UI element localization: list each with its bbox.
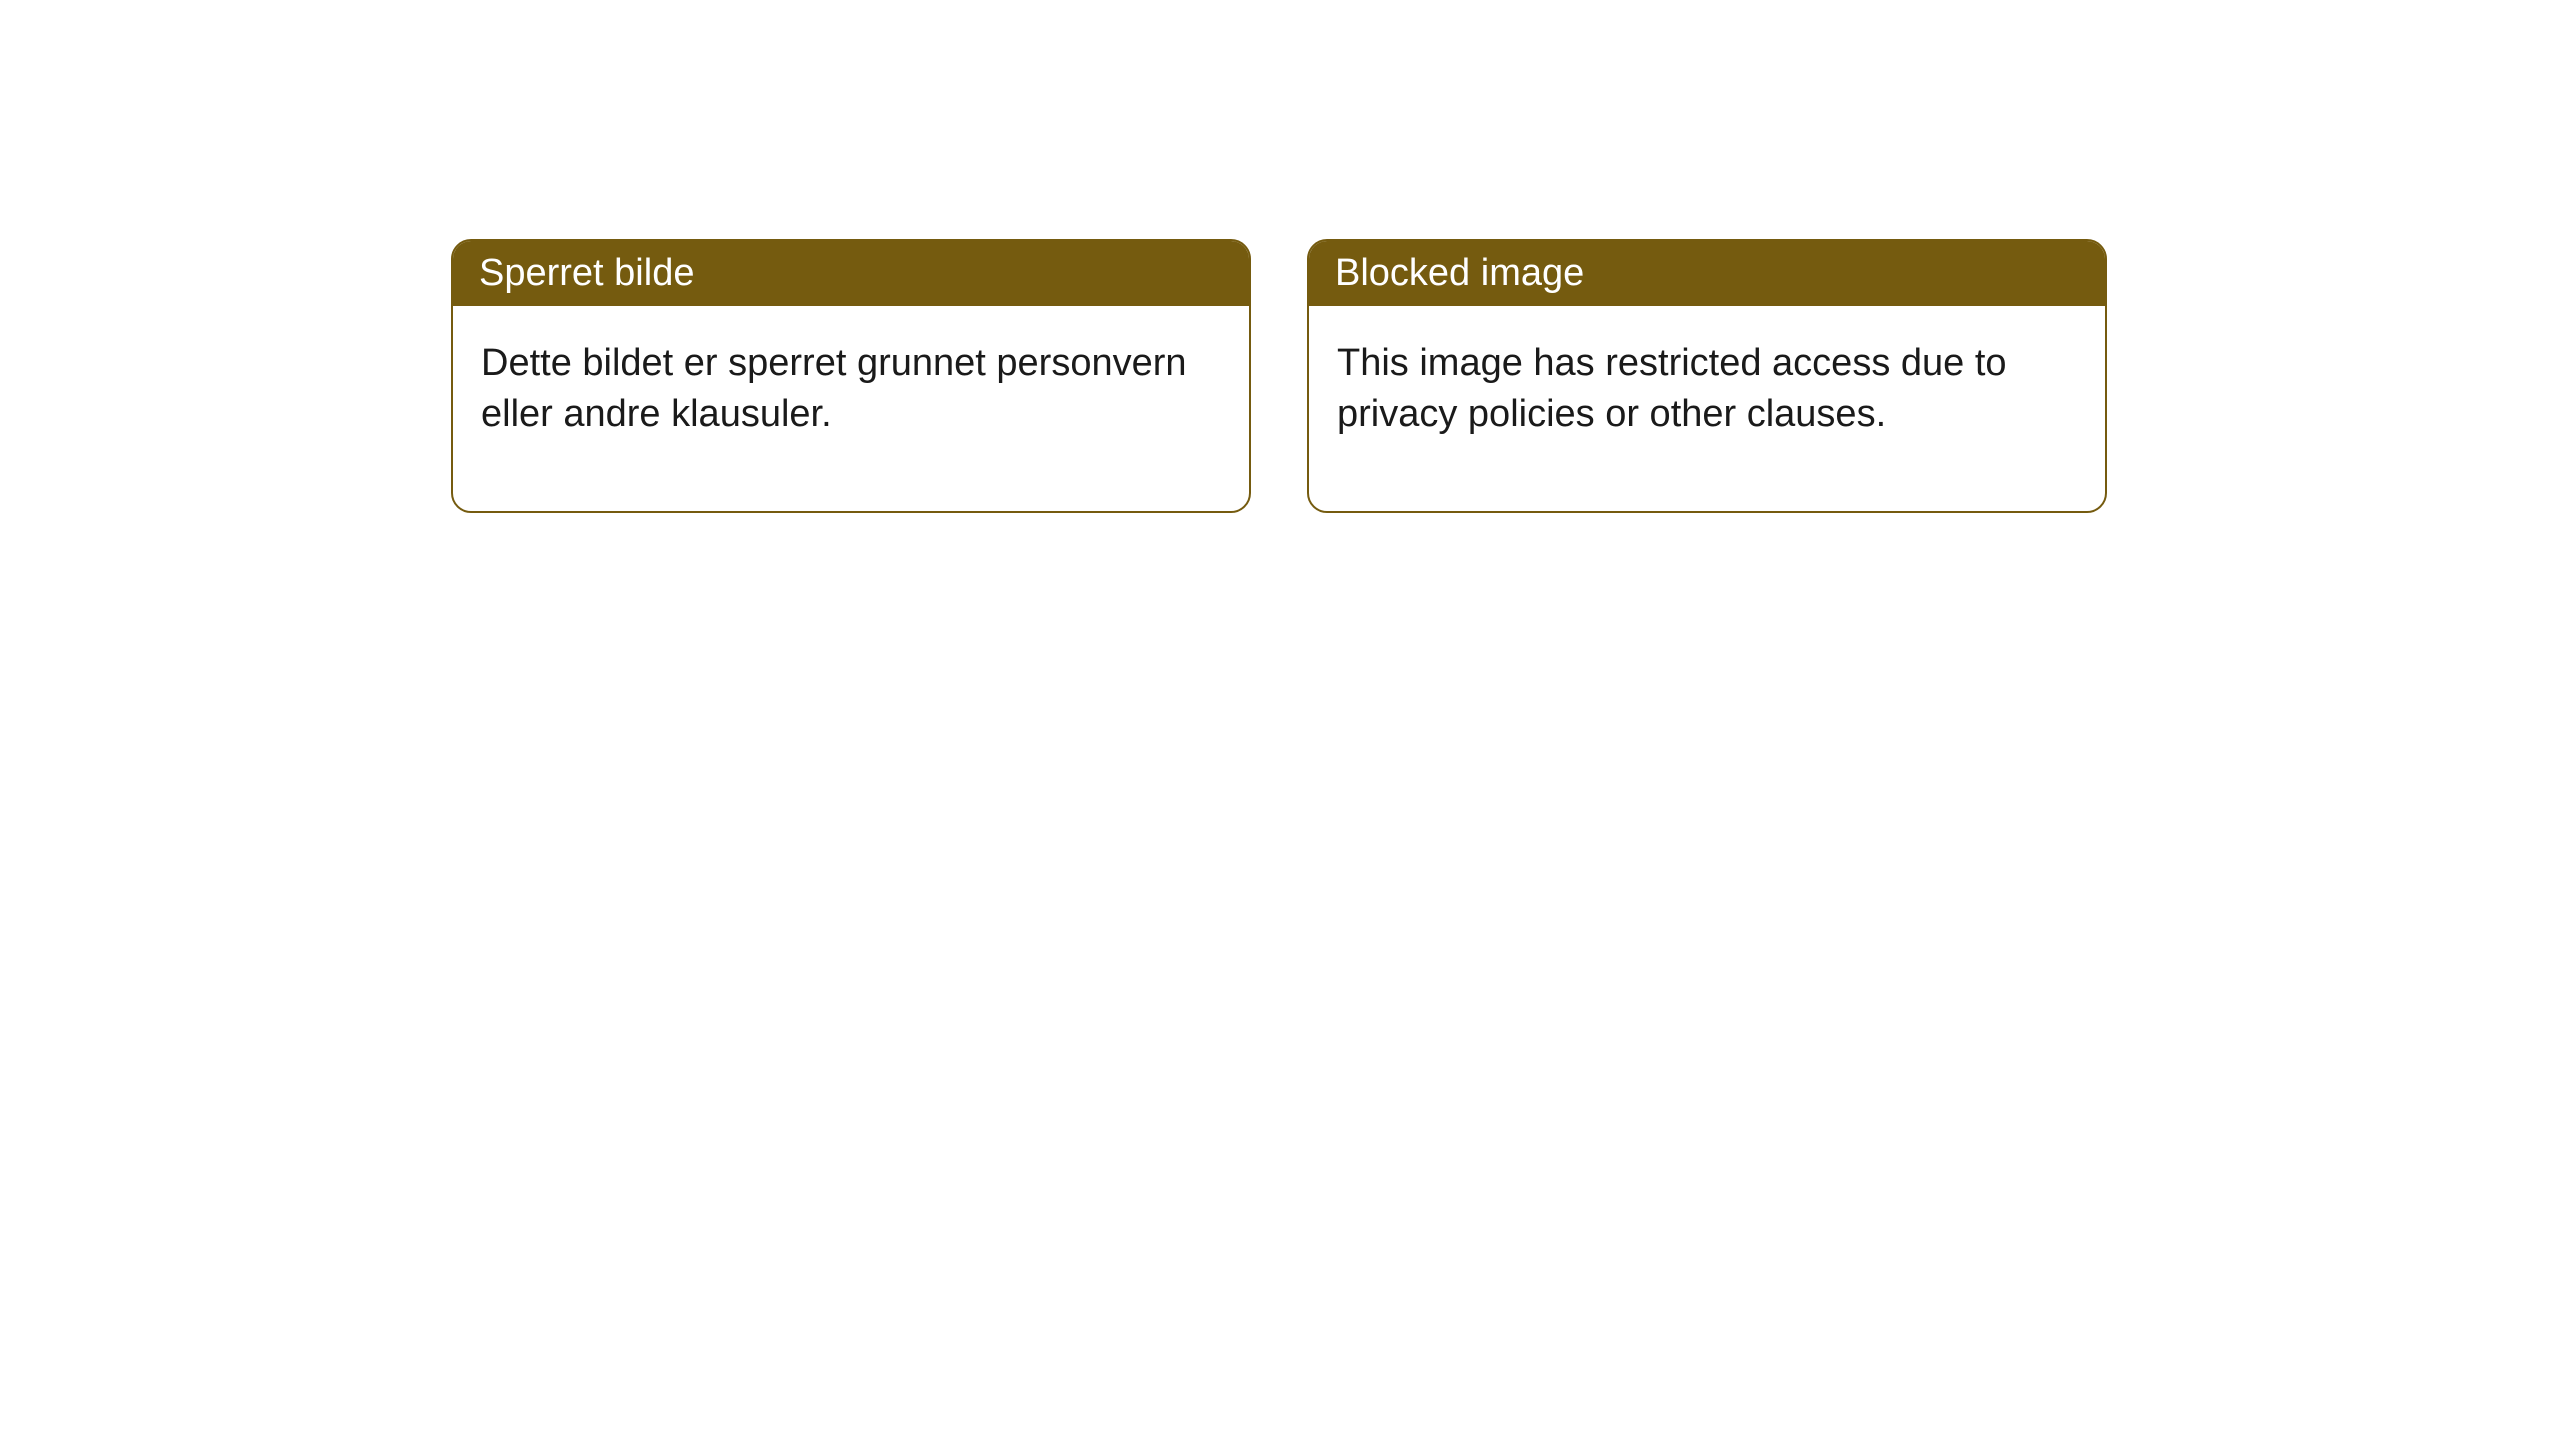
card-body-text: This image has restricted access due to … bbox=[1337, 342, 2007, 435]
card-body: Dette bildet er sperret grunnet personve… bbox=[453, 306, 1249, 511]
notice-card-english: Blocked image This image has restricted … bbox=[1307, 239, 2107, 513]
notice-container: Sperret bilde Dette bildet er sperret gr… bbox=[451, 239, 2107, 513]
card-body: This image has restricted access due to … bbox=[1309, 306, 2105, 511]
card-header: Sperret bilde bbox=[453, 241, 1249, 306]
card-title: Blocked image bbox=[1335, 252, 1584, 294]
card-title: Sperret bilde bbox=[479, 252, 694, 294]
card-header: Blocked image bbox=[1309, 241, 2105, 306]
notice-card-norwegian: Sperret bilde Dette bildet er sperret gr… bbox=[451, 239, 1251, 513]
card-body-text: Dette bildet er sperret grunnet personve… bbox=[481, 342, 1187, 435]
